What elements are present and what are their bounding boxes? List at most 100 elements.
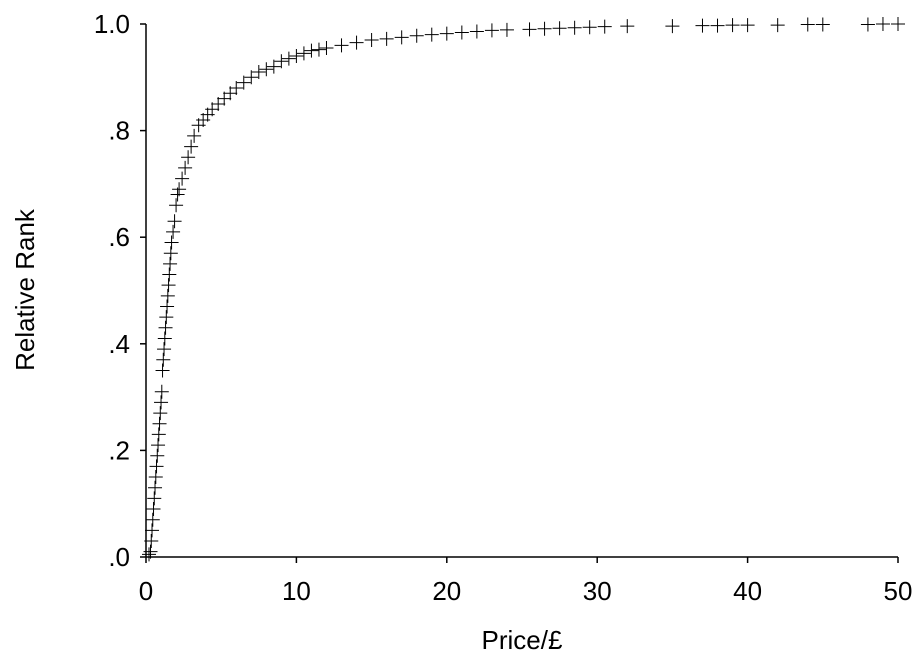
data-point: [161, 278, 176, 293]
data-point: [304, 43, 319, 58]
data-point: [187, 128, 202, 143]
data-point: [597, 19, 612, 34]
data-point: [164, 235, 179, 250]
data-point: [582, 20, 597, 35]
data-point: [156, 352, 171, 367]
data-point: [334, 38, 349, 53]
data-point: [160, 288, 175, 303]
data-point: [770, 18, 785, 33]
data-point: [148, 480, 163, 495]
scatter-series: [142, 17, 905, 562]
data-point: [157, 331, 172, 346]
x-tick-label: 40: [733, 576, 762, 606]
data-point: [146, 502, 161, 517]
x-tick-label: 50: [884, 576, 913, 606]
data-point: [281, 51, 296, 66]
data-point: [162, 267, 177, 282]
data-point: [147, 491, 162, 506]
data-point: [244, 70, 259, 85]
data-point: [725, 18, 740, 33]
data-point: [217, 91, 232, 106]
data-point: [665, 19, 680, 34]
y-tick-label: .4: [108, 329, 130, 359]
data-point: [184, 139, 199, 154]
ticks: [140, 23, 899, 563]
data-point: [469, 24, 484, 39]
data-point: [439, 26, 454, 41]
data-point: [311, 42, 326, 57]
data-point: [875, 17, 890, 31]
data-point: [567, 20, 582, 35]
data-point: [160, 299, 175, 314]
x-tick-label: 0: [139, 576, 153, 606]
data-point: [484, 23, 499, 38]
data-point: [800, 17, 815, 32]
y-tick-label: 1.0: [94, 9, 130, 39]
data-point: [159, 310, 174, 325]
data-point: [229, 80, 244, 95]
data-point: [151, 427, 166, 442]
data-point: [167, 214, 182, 229]
data-point: [364, 32, 379, 47]
y-axis-title: Relative Rank: [10, 208, 40, 371]
data-point: [211, 96, 226, 111]
data-point: [181, 150, 196, 165]
data-point: [205, 102, 220, 117]
data-point: [157, 342, 172, 357]
data-point: [394, 30, 409, 45]
data-point: [349, 35, 364, 50]
data-point: [155, 363, 170, 378]
y-tick-label: .8: [108, 116, 130, 146]
data-point: [296, 46, 311, 61]
data-point: [148, 470, 163, 485]
data-point: [163, 256, 178, 271]
data-point: [424, 27, 439, 42]
tick-labels: 0 10 20 30 40 50 .0 .2 .4 .6 .8 1.0: [94, 9, 913, 606]
data-point: [522, 22, 537, 37]
data-point: [499, 22, 514, 37]
data-point: [152, 416, 167, 431]
x-tick-label: 20: [432, 576, 461, 606]
data-point: [175, 171, 190, 186]
data-point: [169, 198, 184, 213]
data-point: [145, 512, 160, 527]
data-point: [409, 28, 424, 43]
data-point: [454, 25, 469, 40]
data-point: [145, 523, 160, 538]
data-point: [142, 547, 157, 562]
data-point: [170, 187, 185, 202]
data-point: [289, 48, 304, 63]
data-point: [149, 459, 164, 474]
data-point: [150, 448, 165, 463]
data-point: [266, 59, 281, 74]
y-tick-label: .6: [108, 222, 130, 252]
data-point: [537, 21, 552, 36]
x-tick-label: 30: [583, 576, 612, 606]
data-point: [259, 62, 274, 77]
y-tick-label: .2: [108, 435, 130, 465]
data-point: [154, 384, 169, 399]
data-point: [154, 395, 169, 410]
data-point: [153, 406, 168, 421]
data-point: [710, 18, 725, 33]
x-axis-title: Price/£: [482, 625, 563, 655]
data-point: [223, 86, 238, 101]
data-point: [163, 246, 178, 261]
data-point: [552, 21, 567, 36]
data-point: [379, 31, 394, 46]
data-point: [815, 17, 830, 32]
data-point: [740, 18, 755, 33]
data-point: [620, 19, 635, 34]
x-tick-label: 10: [282, 576, 311, 606]
data-point: [236, 75, 251, 90]
data-point: [695, 18, 710, 33]
data-point: [891, 17, 905, 31]
y-tick-label: .0: [108, 542, 130, 572]
data-point: [251, 64, 266, 79]
data-point: [319, 40, 334, 55]
data-point: [166, 224, 181, 239]
data-point: [172, 182, 187, 197]
data-point: [860, 17, 875, 32]
data-point: [158, 320, 173, 335]
